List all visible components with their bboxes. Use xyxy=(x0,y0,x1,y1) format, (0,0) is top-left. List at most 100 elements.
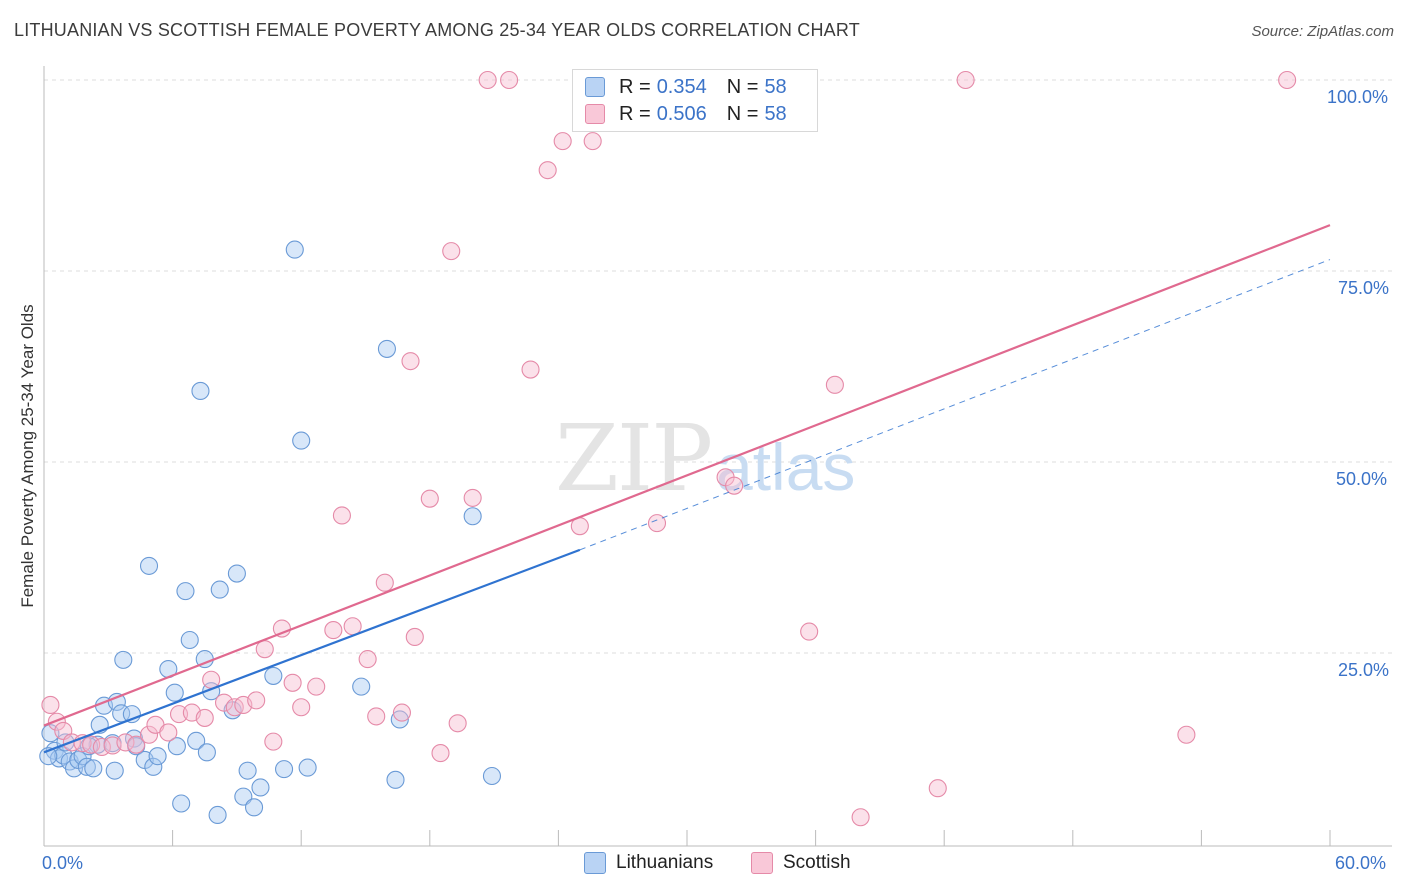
point-lithuanians-40 xyxy=(238,761,257,780)
trend-lithuanians-solid xyxy=(43,548,581,754)
y-tick-label-25: 25.0% xyxy=(1338,660,1390,680)
point-scottish-56 xyxy=(1177,725,1196,744)
point-scottish-27 xyxy=(324,621,343,640)
point-scottish-38 xyxy=(442,242,461,261)
point-scottish-29 xyxy=(343,617,362,636)
n-label: N = xyxy=(726,102,759,125)
legend-label-scottish: Scottish xyxy=(783,852,851,873)
source-label: Source: ZipAtlas.com xyxy=(1251,23,1394,40)
point-scottish-25 xyxy=(292,698,311,717)
legend-row-scottish: R = 0.506 N = 58 xyxy=(585,102,787,126)
point-lithuanians-9 xyxy=(84,759,103,778)
point-scottish-54 xyxy=(928,779,947,798)
point-lithuanians-36 xyxy=(210,580,229,599)
point-lithuanians-50 xyxy=(386,770,405,789)
point-scottish-42 xyxy=(500,70,519,90)
r-label: R = xyxy=(619,75,651,98)
trend-lithuanians-dashed xyxy=(579,259,1331,551)
point-scottish-31 xyxy=(367,707,386,726)
point-scottish-5 xyxy=(82,735,101,754)
point-scottish-37 xyxy=(431,744,450,763)
point-scottish-22 xyxy=(264,732,283,751)
point-lithuanians-46 xyxy=(292,431,311,450)
point-lithuanians-51 xyxy=(390,710,409,729)
y-tick-label-75: 75.0% xyxy=(1338,278,1390,298)
x-tick-label-max: 60.0% xyxy=(1335,853,1387,873)
x-tick-label-min: 0.0% xyxy=(42,853,84,873)
point-lithuanians-54 xyxy=(191,381,210,400)
point-lithuanians-38 xyxy=(227,564,246,583)
point-scottish-8 xyxy=(116,733,135,752)
r-value: 0.354 xyxy=(656,75,707,98)
point-scottish-40 xyxy=(463,488,482,507)
point-lithuanians-31 xyxy=(187,731,206,750)
point-scottish-26 xyxy=(307,677,326,696)
point-scottish-28 xyxy=(332,506,351,525)
series-scottish xyxy=(41,70,1297,827)
point-scottish-41 xyxy=(478,70,497,90)
point-lithuanians-14 xyxy=(105,761,124,780)
point-lithuanians-17 xyxy=(114,650,133,669)
point-scottish-34 xyxy=(401,352,420,371)
point-scottish-24 xyxy=(283,673,302,692)
series-lithuanians xyxy=(39,240,502,825)
watermark-zip: ZIP xyxy=(555,405,711,512)
point-scottish-32 xyxy=(375,573,394,592)
point-lithuanians-33 xyxy=(197,743,216,762)
point-scottish-20 xyxy=(247,691,266,710)
watermark-atlas: atlas xyxy=(716,430,855,504)
point-lithuanians-53 xyxy=(482,766,502,786)
point-lithuanians-15 xyxy=(107,692,126,711)
point-lithuanians-22 xyxy=(139,556,159,575)
point-scottish-43 xyxy=(521,360,540,379)
point-lithuanians-30 xyxy=(180,630,199,650)
point-lithuanians-26 xyxy=(165,683,184,702)
n-value: 58 xyxy=(764,75,787,98)
point-lithuanians-27 xyxy=(167,737,186,756)
point-lithuanians-52 xyxy=(463,507,482,526)
point-scottish-12 xyxy=(159,723,178,742)
point-scottish-30 xyxy=(358,650,377,669)
trend-lines xyxy=(43,224,1331,754)
point-scottish-55 xyxy=(956,70,975,90)
point-scottish-21 xyxy=(255,640,274,659)
legend-label-lithuanians: Lithuanians xyxy=(616,852,714,873)
point-lithuanians-47 xyxy=(298,758,317,777)
point-lithuanians-23 xyxy=(144,757,163,776)
n-label: N = xyxy=(726,75,759,98)
point-lithuanians-8 xyxy=(77,757,96,776)
point-lithuanians-42 xyxy=(251,778,270,797)
point-scottish-9 xyxy=(127,735,146,754)
point-scottish-36 xyxy=(420,489,439,508)
point-lithuanians-28 xyxy=(172,794,191,813)
point-lithuanians-43 xyxy=(264,666,283,685)
point-lithuanians-24 xyxy=(148,747,167,766)
point-scottish-1 xyxy=(47,712,66,731)
legend-row-lithuanians: R = 0.354 N = 58 xyxy=(585,75,787,99)
legend-swatch-blue xyxy=(584,852,606,874)
point-scottish-39 xyxy=(448,714,467,733)
point-lithuanians-49 xyxy=(377,339,396,358)
axes xyxy=(43,66,1392,847)
point-lithuanians-44 xyxy=(275,760,294,779)
point-scottish-57 xyxy=(1278,70,1297,90)
legend-swatch-blue xyxy=(585,77,605,97)
point-scottish-52 xyxy=(825,375,844,394)
point-scottish-44 xyxy=(538,161,557,180)
point-lithuanians-45 xyxy=(285,240,304,259)
point-scottish-33 xyxy=(392,703,411,722)
legend-swatch-pink xyxy=(585,104,605,124)
point-lithuanians-29 xyxy=(176,582,195,601)
point-scottish-17 xyxy=(214,693,234,712)
legend-swatch-pink xyxy=(751,852,773,874)
point-scottish-51 xyxy=(800,622,819,641)
point-scottish-16 xyxy=(202,670,221,689)
point-lithuanians-41 xyxy=(244,798,264,817)
point-lithuanians-35 xyxy=(208,805,227,825)
trend-scottish-solid xyxy=(43,224,1331,727)
point-scottish-10 xyxy=(139,725,159,744)
correlation-legend: R = 0.354 N = 58 R = 0.506 N = 58 xyxy=(572,69,818,132)
y-tick-label-50: 50.0% xyxy=(1336,469,1388,489)
point-scottish-48 xyxy=(647,514,667,533)
r-value: 0.506 xyxy=(656,102,707,125)
